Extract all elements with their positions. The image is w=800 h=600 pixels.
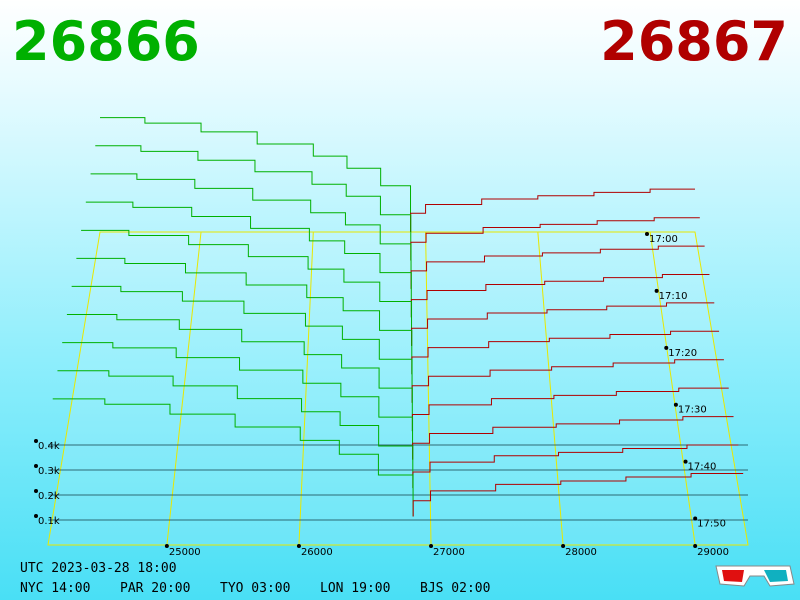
x-tick-label: 25000 (169, 547, 201, 558)
zone-time: BJS 02:00 (420, 581, 490, 596)
zone-time: TYO 03:00 (220, 581, 290, 596)
z-tick-mark (683, 459, 688, 464)
bid-depth-line (95, 145, 412, 261)
z-tick-label: 17:00 (649, 234, 678, 245)
bid-depth-line (66, 314, 413, 432)
zone-time: NYC 14:00 (20, 581, 90, 596)
y-tick-label: 0.4k (38, 441, 60, 452)
y-tick-mark (34, 489, 38, 493)
x-grid-line (649, 231, 696, 546)
bid-depth-line (62, 342, 414, 460)
zone-time: LON 19:00 (320, 581, 390, 596)
y-tick-mark (34, 514, 38, 518)
x-grid-line (298, 231, 314, 546)
y-tick-mark (34, 464, 38, 468)
y-tick-mark (34, 439, 38, 443)
x-tick-label: 29000 (697, 547, 729, 558)
bid-depth-line (100, 117, 412, 232)
ask-depth-line (410, 245, 705, 289)
bid-depth-line (71, 285, 413, 403)
z-tick-label: 17:50 (697, 519, 726, 530)
y-tick-label: 0.3k (38, 466, 60, 477)
ask-depth-line (412, 473, 744, 517)
bid-depth-line (57, 370, 414, 489)
z-tick-mark (645, 232, 649, 236)
x-tick-label: 26000 (301, 547, 333, 558)
ask-depth-line (411, 359, 724, 403)
z-tick-mark (693, 516, 698, 521)
ask-depth-line (411, 302, 715, 346)
z-tick-label: 17:30 (678, 405, 707, 416)
x-tick-label: 28000 (565, 547, 597, 558)
ask-depth-line (410, 217, 700, 261)
ask-depth-line (412, 416, 734, 460)
bid-depth-line (76, 257, 413, 375)
ask-price: 26867 (600, 10, 788, 73)
z-tick-label: 17:40 (688, 462, 717, 473)
z-tick-mark (654, 288, 659, 293)
plot: 25000 26000 27000 28000 29000 0.1k 0.2k 0.3k 0.4… (34, 117, 749, 558)
ask-depth-line (410, 188, 695, 232)
bid-depth-line (90, 173, 412, 289)
z-tick-label: 17:10 (659, 291, 688, 302)
z-tick-mark (664, 345, 669, 350)
x-tick-label: 27000 (433, 547, 465, 558)
ask-depth-line (411, 330, 720, 375)
x-tick-mark (164, 544, 169, 548)
3d-glasses-icon (715, 565, 795, 587)
x-grid-line (166, 231, 202, 546)
x-tick-mark (561, 544, 566, 548)
zone-time: PAR 20:00 (120, 581, 190, 596)
x-tick-mark (693, 544, 698, 548)
bid-depth-line (85, 201, 412, 318)
time-zones: NYC 14:00 PAR 20:00 TYO 03:00 LON 19:00 BJS … (20, 581, 490, 596)
bid-price: 26866 (12, 10, 200, 73)
ask-depth-line (412, 444, 739, 489)
x-tick-mark (429, 544, 434, 548)
bid-depth-line (81, 229, 413, 346)
z-tick-mark (673, 402, 678, 407)
z-tick-label: 17:20 (668, 348, 697, 359)
y-tick-label: 0.1k (38, 516, 60, 527)
x-tick-mark (296, 544, 301, 548)
bid-depth-line (52, 398, 414, 517)
y-tick-label: 0.2k (38, 491, 60, 502)
ask-depth-line (410, 273, 710, 318)
utc-time: UTC 2023-03-28 18:00 (20, 561, 177, 576)
ask-depth-line (411, 387, 729, 432)
